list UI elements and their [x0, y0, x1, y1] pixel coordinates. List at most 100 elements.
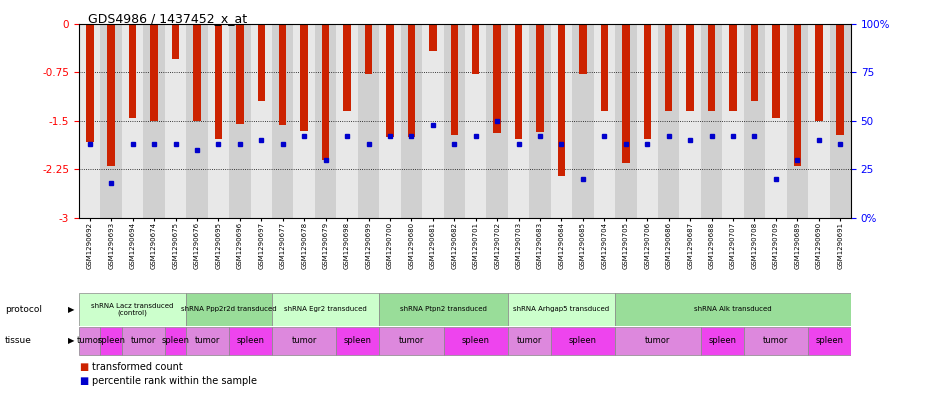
Bar — [815, 24, 822, 121]
Bar — [401, 24, 422, 218]
Text: shRNA Alk transduced: shRNA Alk transduced — [694, 307, 772, 312]
Bar — [579, 24, 587, 74]
Text: percentile rank within the sample: percentile rank within the sample — [92, 376, 257, 386]
Bar — [79, 24, 100, 218]
Bar — [486, 24, 508, 218]
Bar — [615, 24, 636, 218]
Bar — [337, 327, 379, 355]
Bar — [165, 327, 186, 355]
Bar — [79, 294, 186, 325]
Bar — [494, 24, 501, 132]
Bar — [337, 24, 358, 218]
Text: spleen: spleen — [344, 336, 372, 345]
Bar — [379, 24, 401, 218]
Text: tissue: tissue — [5, 336, 32, 345]
Bar — [186, 327, 229, 355]
Bar — [193, 24, 201, 121]
Bar — [450, 24, 458, 135]
Text: shRNA Lacz transduced
(control): shRNA Lacz transduced (control) — [91, 303, 174, 316]
Bar — [108, 24, 115, 166]
Text: ▶: ▶ — [68, 336, 74, 345]
Text: spleen: spleen — [98, 336, 126, 345]
Bar — [272, 24, 294, 218]
Bar — [787, 24, 808, 218]
Text: spleen: spleen — [162, 336, 190, 345]
Bar — [151, 24, 158, 121]
Bar — [129, 24, 137, 118]
Text: tumor: tumor — [195, 336, 220, 345]
Bar — [215, 24, 222, 139]
Bar — [593, 24, 615, 218]
Bar — [279, 24, 286, 125]
Bar — [808, 24, 830, 218]
Bar — [322, 24, 329, 160]
Bar — [229, 24, 250, 218]
Bar — [229, 327, 272, 355]
Bar — [258, 24, 265, 101]
Text: tumor: tumor — [131, 336, 156, 345]
Text: tumor: tumor — [517, 336, 542, 345]
Bar — [765, 24, 787, 218]
Text: ■: ■ — [79, 362, 88, 373]
Bar — [686, 24, 694, 111]
Bar — [365, 24, 372, 74]
Bar — [300, 24, 308, 130]
Bar — [472, 24, 480, 74]
Bar — [79, 327, 100, 355]
Bar — [86, 24, 94, 141]
Bar — [551, 327, 615, 355]
Text: spleen: spleen — [461, 336, 490, 345]
Text: shRNA Egr2 transduced: shRNA Egr2 transduced — [285, 307, 367, 312]
Bar — [515, 24, 523, 139]
Bar — [572, 24, 593, 218]
Bar — [186, 24, 207, 218]
Bar — [644, 24, 651, 139]
Bar — [122, 327, 165, 355]
Bar — [315, 24, 337, 218]
Bar — [186, 294, 272, 325]
Bar — [793, 24, 801, 166]
Text: tumor: tumor — [291, 336, 317, 345]
Bar — [744, 24, 765, 218]
Bar — [729, 24, 737, 111]
Text: GDS4986 / 1437452_x_at: GDS4986 / 1437452_x_at — [88, 12, 247, 25]
Bar — [465, 24, 486, 218]
Bar — [615, 327, 701, 355]
Bar — [272, 327, 337, 355]
Bar — [272, 294, 379, 325]
Bar — [701, 24, 723, 218]
Bar — [122, 24, 143, 218]
Bar — [444, 24, 465, 218]
Bar — [358, 24, 379, 218]
Bar — [100, 24, 122, 218]
Bar — [601, 24, 608, 111]
Text: protocol: protocol — [5, 305, 42, 314]
Text: ■: ■ — [79, 376, 88, 386]
Bar — [444, 327, 508, 355]
Bar — [508, 327, 551, 355]
Bar — [294, 24, 315, 218]
Bar — [236, 24, 244, 124]
Bar — [836, 24, 844, 135]
Bar — [615, 294, 851, 325]
Bar — [379, 327, 444, 355]
Bar — [343, 24, 351, 111]
Bar — [622, 24, 630, 163]
Text: tumor: tumor — [645, 336, 671, 345]
Bar — [165, 24, 186, 218]
Bar — [508, 24, 529, 218]
Text: shRNA Ppp2r2d transduced: shRNA Ppp2r2d transduced — [181, 307, 277, 312]
Bar — [751, 24, 758, 101]
Bar — [636, 24, 658, 218]
Bar — [680, 24, 701, 218]
Bar — [537, 24, 544, 132]
Text: tumor: tumor — [399, 336, 424, 345]
Bar — [772, 24, 779, 118]
Text: shRNA Ptpn2 transduced: shRNA Ptpn2 transduced — [400, 307, 487, 312]
Text: spleen: spleen — [569, 336, 597, 345]
Bar — [701, 327, 744, 355]
Bar — [407, 24, 415, 137]
Text: spleen: spleen — [816, 336, 844, 345]
Bar — [744, 327, 808, 355]
Bar — [207, 24, 229, 218]
